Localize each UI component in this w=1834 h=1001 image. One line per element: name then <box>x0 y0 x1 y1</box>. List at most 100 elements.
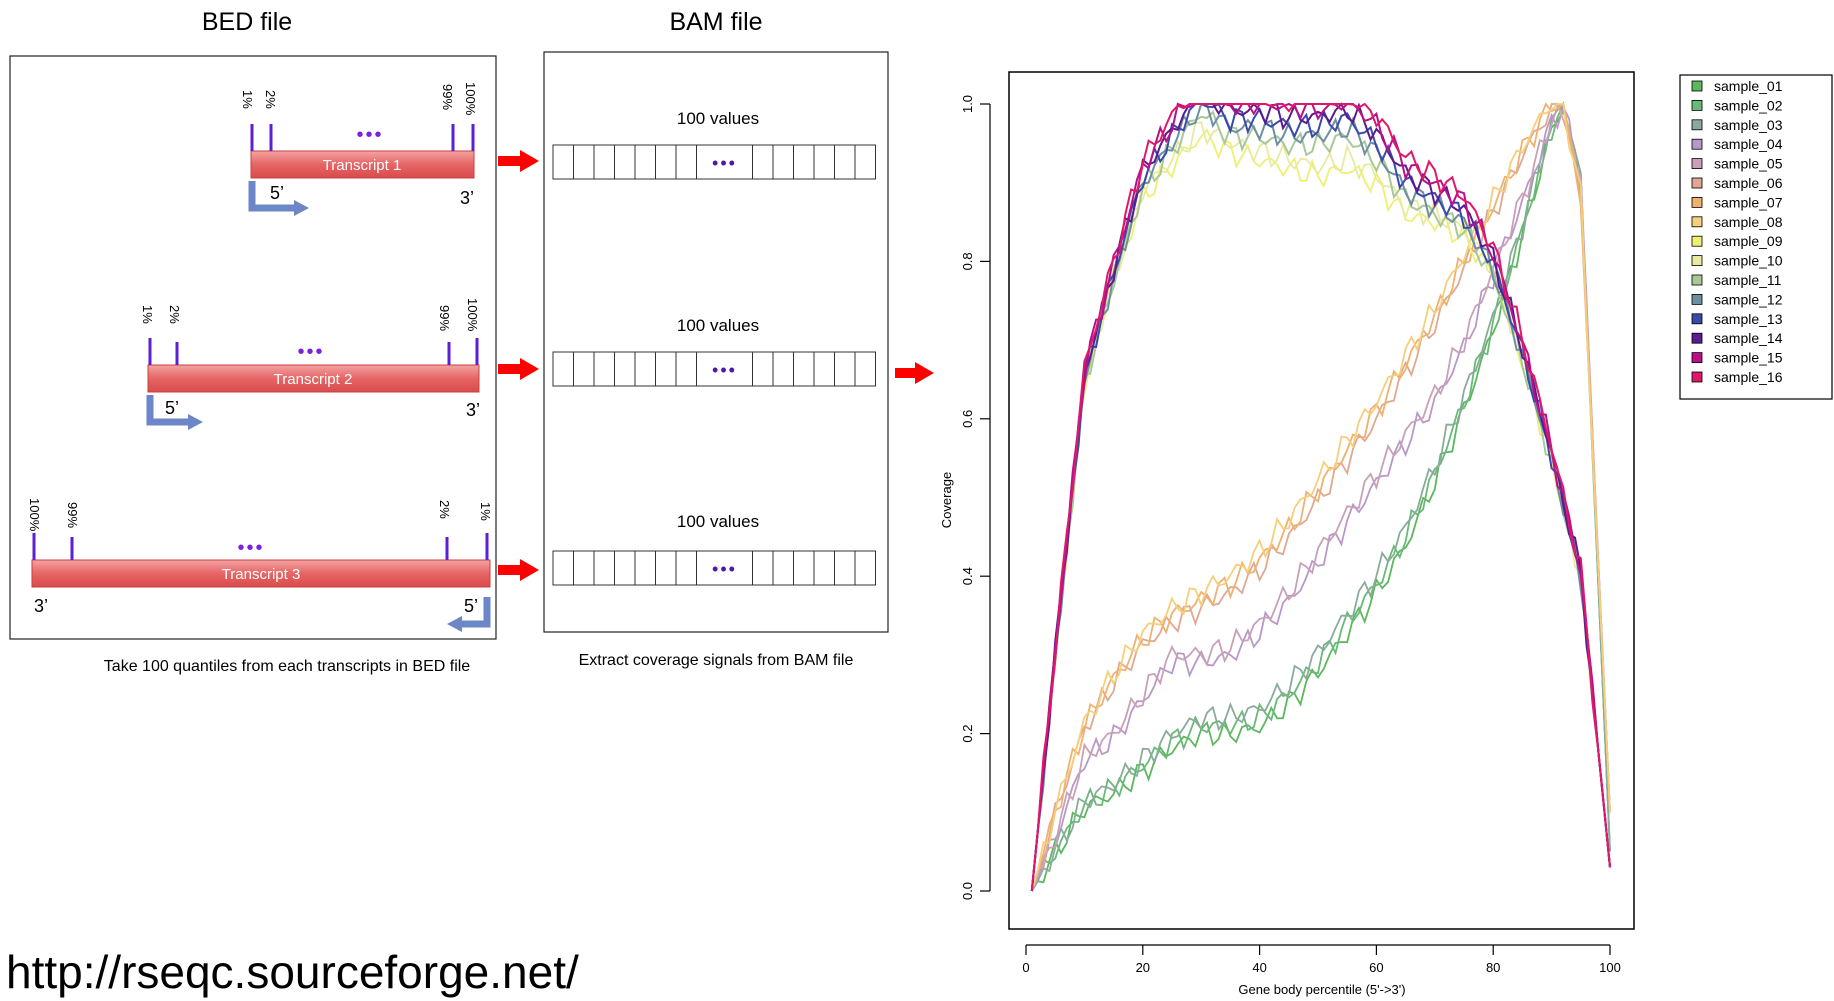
value-cell <box>675 351 697 387</box>
value-cell <box>614 144 636 180</box>
tick-label-100pct: 100% <box>463 82 478 116</box>
value-cell <box>696 351 753 387</box>
bam-value-row: 100 values ••• <box>552 316 876 387</box>
legend-swatch <box>1691 80 1703 92</box>
legend-label: sample_10 <box>1714 253 1783 269</box>
value-cell <box>573 351 595 387</box>
series-line-sample-07 <box>1030 102 1611 892</box>
value-cell <box>772 550 794 586</box>
series-line-sample-01 <box>1031 109 1611 892</box>
value-cell <box>552 144 574 180</box>
legend-entry: sample_07 <box>1691 194 1783 210</box>
value-cell <box>573 144 595 180</box>
value-cell <box>552 351 574 387</box>
legend-label: sample_03 <box>1714 117 1783 133</box>
bam-value-row: 100 values ••• <box>552 109 876 180</box>
value-cell <box>655 550 677 586</box>
bam-panel: BAM file 100 values•••100 values•••100 v… <box>543 8 889 669</box>
legend-swatch <box>1691 235 1703 247</box>
legend-swatch <box>1691 177 1703 189</box>
legend-entry: sample_01 <box>1691 78 1783 94</box>
tick-label-2pct: 2% <box>437 500 452 519</box>
legend-label: sample_01 <box>1714 78 1783 94</box>
strand-arrowhead-icon <box>447 616 462 632</box>
quantile-dots: ••• <box>237 537 264 559</box>
x-axis-label: Gene body percentile (5'->3') <box>1238 982 1405 997</box>
bam-value-row: 100 values ••• <box>552 512 876 586</box>
legend-label: sample_04 <box>1714 136 1783 152</box>
quantile-dots: ••• <box>712 559 737 579</box>
legend-label: sample_06 <box>1714 175 1783 191</box>
x-axis: 0 20 40 60 80 100 <box>1022 944 1621 975</box>
x-tick-label: 80 <box>1486 960 1500 975</box>
legend-label: sample_15 <box>1714 350 1783 366</box>
transcript-3-bar <box>31 559 491 588</box>
legend-swatch <box>1691 138 1703 150</box>
bed-caption: Take 100 quantiles from each transcripts… <box>104 658 471 675</box>
legend-items: sample_01 sample_02 sample_03 sample_04samp… <box>1691 78 1783 385</box>
legend-entry: sample_16 <box>1691 369 1783 385</box>
legend-label: sample_09 <box>1714 233 1783 249</box>
quantile-dots: ••• <box>356 124 383 146</box>
series-line-sample-15 <box>1030 102 1611 892</box>
bam-row-label: 100 values <box>677 109 759 128</box>
x-tick-label: 60 <box>1369 960 1383 975</box>
series-line-sample-12 <box>1030 102 1611 892</box>
value-cell <box>752 144 774 180</box>
strand-arrowhead-icon <box>294 200 309 216</box>
transcript-1-bar <box>250 150 475 179</box>
strand-arrow-icon <box>146 395 190 426</box>
legend-swatch <box>1691 352 1703 364</box>
tick-label-99pct: 99% <box>440 84 455 110</box>
strand-arrow-icon <box>248 181 296 212</box>
five-prime-label: 5’ <box>464 596 478 616</box>
value-cell <box>813 351 835 387</box>
value-cell <box>655 351 677 387</box>
bam-frame <box>543 51 889 633</box>
three-prime-label: 3’ <box>460 188 474 208</box>
five-prime-label: 5’ <box>165 398 179 418</box>
legend-label: sample_05 <box>1714 156 1783 172</box>
legend-label: sample_11 <box>1714 272 1782 288</box>
value-cell <box>854 144 876 180</box>
legend-swatch <box>1691 332 1703 344</box>
series-line-sample-08 <box>1030 103 1611 892</box>
y-axis-label: Coverage <box>939 472 954 528</box>
bed-panel: BED file Transcript 1 1% 2% 99% 100% •••… <box>9 8 497 675</box>
y-tick-label: 0.2 <box>960 725 975 743</box>
legend-entry: sample_15 <box>1691 350 1783 366</box>
transcript-3-label: Transcript 3 <box>222 566 301 583</box>
legend-label: sample_13 <box>1714 311 1783 327</box>
series-line-sample-13 <box>1030 102 1611 892</box>
value-cell <box>552 550 574 586</box>
y-axis: 0.0 0.2 0.4 0.6 0.8 1.0 <box>960 95 991 900</box>
legend-entry: sample_03 <box>1691 117 1783 133</box>
value-cell <box>813 144 835 180</box>
value-cell <box>593 144 615 180</box>
value-cell <box>834 550 856 586</box>
legend-entry: sample_13 <box>1691 311 1783 327</box>
legend-label: sample_16 <box>1714 369 1783 385</box>
tick-label-1pct: 1% <box>140 305 155 324</box>
legend-entry: sample_06 <box>1691 175 1783 191</box>
series-line-sample-04 <box>1030 104 1611 892</box>
tick-label-100pct: 100% <box>27 498 42 532</box>
tick-label-1pct: 1% <box>478 502 493 521</box>
bam-caption: Extract coverage signals from BAM file <box>579 652 854 669</box>
website-url[interactable]: http://rseqc.sourceforge.net/ <box>6 946 579 998</box>
legend-entry: sample_14 <box>1691 330 1783 346</box>
value-cell <box>593 550 615 586</box>
legend-entry: sample_02 <box>1691 97 1783 113</box>
bed-heading: BED file <box>202 8 292 36</box>
legend-entry: sample_04 <box>1691 136 1783 152</box>
value-cell <box>675 144 697 180</box>
value-cell <box>573 550 595 586</box>
red-arrow-icon <box>498 150 539 172</box>
legend-swatch <box>1691 216 1703 228</box>
value-cell <box>655 144 677 180</box>
bed-frame <box>9 55 497 640</box>
three-prime-label: 3’ <box>466 400 480 420</box>
strand-arrow-icon <box>460 597 491 628</box>
legend: sample_01 sample_02 sample_03 sample_04samp… <box>1679 74 1833 400</box>
legend-swatch <box>1691 196 1703 208</box>
